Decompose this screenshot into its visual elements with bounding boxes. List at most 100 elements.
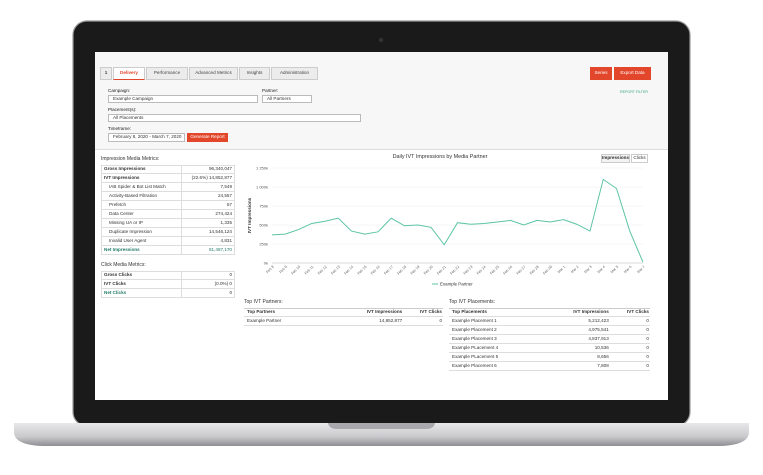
table-row [101, 174, 235, 183]
report-filter-link[interactable]: REPORT FILTER [620, 90, 648, 94]
column-header: IVT Clicks [627, 309, 649, 315]
table-row [449, 344, 650, 353]
placements-select[interactable]: All Placements [108, 114, 361, 122]
column-divider [181, 174, 182, 183]
generate-button[interactable]: Generate Report [187, 133, 228, 142]
metric-label: Activity-Based Filtration [109, 193, 157, 199]
series-button[interactable]: Series [590, 67, 612, 80]
table-cell: 0 [646, 327, 649, 333]
column-header: Top Partners [247, 309, 275, 315]
column-header: IVT Impressions [366, 309, 403, 315]
label: Campaign: [108, 89, 131, 94]
partner-select[interactable]: All Partners [262, 95, 312, 103]
chart-toggle[interactable]: Clicks [631, 154, 648, 163]
table-row [449, 353, 650, 362]
table-cell: 0 [646, 345, 649, 351]
section-title: Top IVT Partners: [244, 299, 283, 305]
chart-title: Daily IVT Impressions by Media Partner [392, 154, 488, 160]
metric-label: Prefetch [109, 202, 127, 208]
table-cell: 7,808 [597, 363, 609, 369]
metric-value: 81,487,170 [209, 247, 232, 253]
table-cell: Example PLacement 5 [452, 354, 499, 360]
table-row [101, 183, 235, 192]
metric-label: Gross Clicks [104, 272, 133, 278]
nav-tab[interactable]: Performance [146, 67, 188, 80]
label: Timeframe: [108, 127, 132, 132]
table-cell: Example Placement 1 [452, 318, 497, 324]
campaign-select[interactable]: Example Campaign [108, 95, 258, 103]
table-row [244, 317, 443, 326]
metric-label: Missing UA or IP [109, 220, 143, 226]
column-header: IVT Clicks [420, 309, 442, 315]
table-cell: Example Partner [247, 318, 282, 324]
column-divider [181, 237, 182, 246]
metric-value: 24,557 [217, 193, 232, 199]
table-cell: Example Placement 6 [452, 363, 497, 369]
metric-value: 7,549 [220, 184, 233, 190]
metric-label: IVT Impressions [104, 175, 140, 181]
column-divider [181, 228, 182, 237]
label: Partner: [262, 89, 279, 94]
table-row [101, 280, 235, 289]
section-title: Impression Media Metrics: [101, 156, 160, 162]
metric-value: 1,335 [220, 220, 233, 226]
table-row [449, 362, 650, 371]
table-cell: 0 [646, 354, 649, 360]
label: Placement(s): [108, 108, 137, 113]
table-row [101, 289, 235, 298]
nav-tab[interactable]: Delivery [113, 67, 145, 80]
metric-value: (22.6%) 14,852,877 [191, 175, 232, 181]
table-cell: 0 [439, 318, 442, 324]
table-row [101, 219, 235, 228]
nav-tab[interactable]: Insights [239, 67, 270, 80]
metric-value: 0 [229, 272, 232, 278]
metric-value: (0.0%) 0 [214, 281, 232, 287]
metric-label: Net Impressions [104, 247, 140, 253]
metric-value: 274,424 [215, 211, 232, 217]
table-header [449, 308, 650, 317]
metric-value: 57 [226, 202, 232, 208]
table-cell: 14,852,877 [379, 318, 403, 324]
table-header [244, 308, 443, 317]
column-divider [181, 165, 182, 174]
metric-label: IAB Spider & Bot List Match [109, 184, 166, 190]
section-title: Click Media Metrics: [101, 262, 146, 268]
table-row [101, 237, 235, 246]
nav-tab[interactable]: 1 [100, 67, 112, 80]
table-row [449, 326, 650, 335]
column-divider [181, 201, 182, 210]
metric-label: Net Clicks [104, 290, 127, 296]
table-row [101, 210, 235, 219]
table-row [101, 165, 235, 174]
column-divider [181, 289, 182, 298]
metric-value: 4,831 [220, 238, 233, 244]
nav-tab[interactable]: Advanced Metrics [189, 67, 238, 80]
metric-value: 14,546,124 [209, 229, 232, 235]
column-divider [181, 183, 182, 192]
metric-label: IVT Clicks [104, 281, 126, 287]
metric-value: 96,340,047 [209, 166, 232, 172]
section-title: Top IVT Placements: [449, 299, 496, 305]
column-divider [181, 280, 182, 289]
table-cell: Example PLacement 4 [452, 345, 499, 351]
column-divider [181, 246, 182, 255]
chart-toggle[interactable]: Impressions [601, 154, 630, 163]
table-cell: 5,212,423 [588, 318, 609, 324]
table-row [449, 317, 650, 326]
metric-label: Gross Impressions [104, 166, 146, 172]
table-cell: 10,536 [594, 345, 609, 351]
table-cell: 0 [646, 336, 649, 342]
metric-label: Invalid User Agent [109, 238, 147, 244]
nav-tab[interactable]: Administration [271, 67, 318, 80]
column-divider [181, 219, 182, 228]
table-cell: 4,975,541 [588, 327, 609, 333]
timeframe-input[interactable]: February 8, 2020 - March 7, 2020 [108, 133, 185, 142]
table-row [101, 271, 235, 280]
column-header: IVT Impressions [573, 309, 609, 315]
table-cell: Example Placement 2 [452, 327, 497, 333]
table-cell: 0 [646, 318, 649, 324]
table-cell: 8,656 [597, 354, 609, 360]
export-button[interactable]: Export Data [614, 67, 651, 80]
column-divider [181, 192, 182, 201]
